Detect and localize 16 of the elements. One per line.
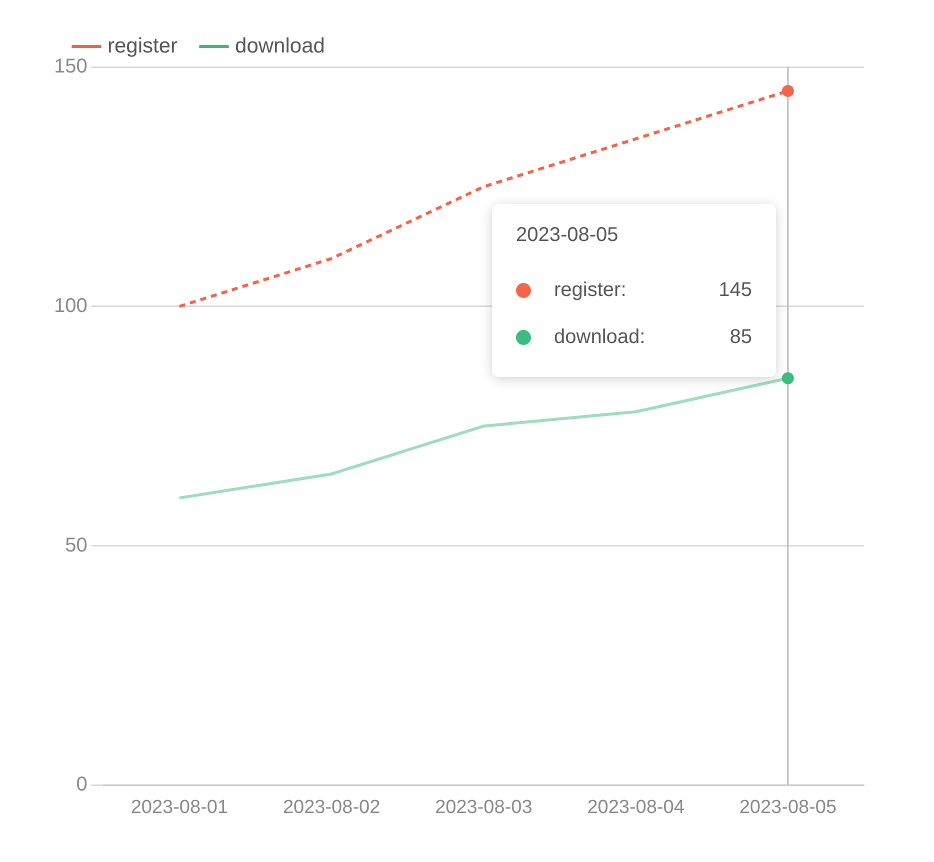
x-tick-label: 2023-08-02 <box>282 796 380 818</box>
y-tick-label: 50 <box>65 534 88 556</box>
x-tick-label: 2023-08-03 <box>435 796 532 818</box>
legend-label: register <box>108 34 178 58</box>
y-tick-label: 100 <box>54 294 88 317</box>
annotation: 85 <box>730 326 752 349</box>
annotation: 145 <box>718 279 752 302</box>
x-tick-label: 2023-08-05 <box>739 796 837 818</box>
x-tick-label: 2023-08-01 <box>130 796 228 818</box>
annotation: 2023-08-05 <box>516 224 620 247</box>
x-tick-label: 2023-08-04 <box>587 796 685 818</box>
annotation: download: <box>554 326 646 349</box>
y-tick-label: 150 <box>54 56 88 78</box>
y-tick-label: 0 <box>76 774 88 796</box>
annotation: register: <box>554 279 628 302</box>
legend-label: download <box>235 34 325 58</box>
